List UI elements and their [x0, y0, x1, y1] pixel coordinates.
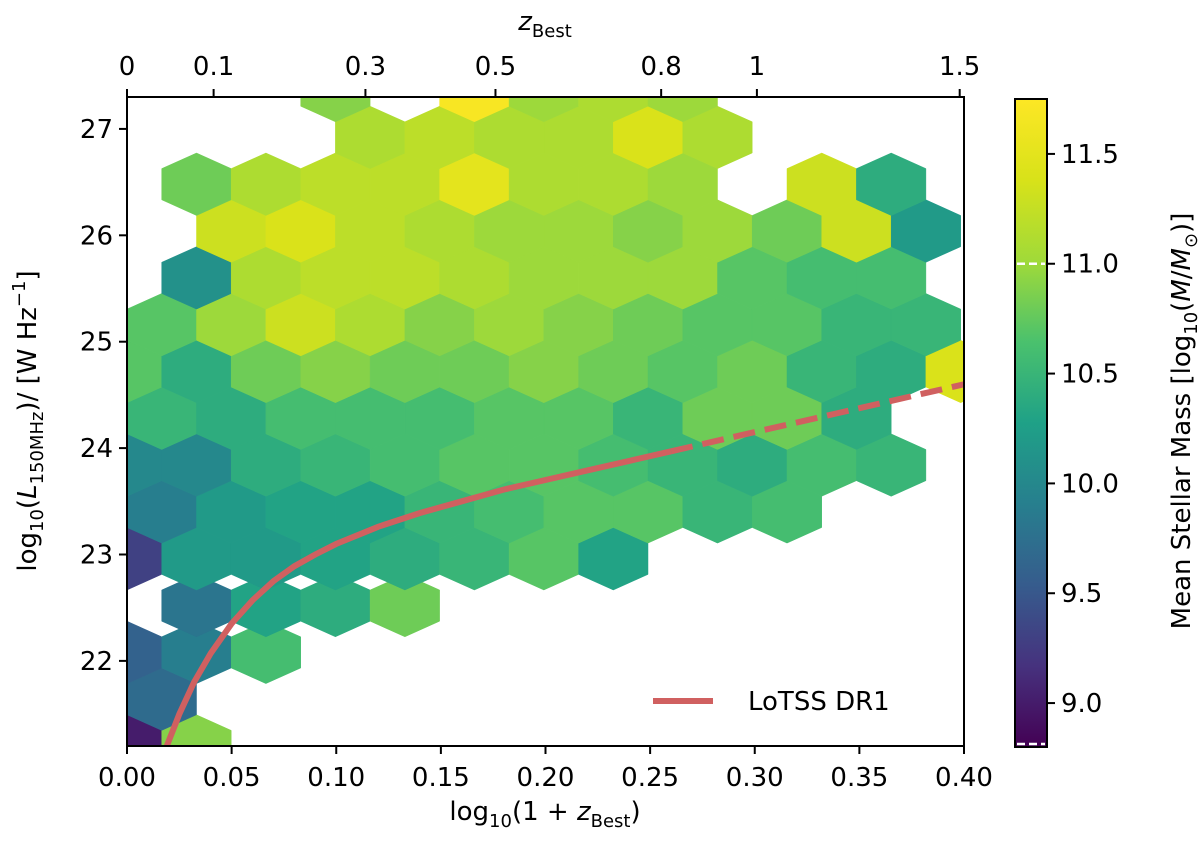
x-tick-label: 0.35	[830, 763, 888, 793]
hexbin-cell	[405, 13, 475, 75]
x-tick-label: 0.25	[621, 763, 679, 793]
colorbar-label: Mean Stellar Mass [log10(M/M⊙)]	[1167, 213, 1200, 630]
hexbin-cell	[856, 152, 927, 216]
y-tick-label: 25	[80, 328, 113, 358]
y-tick-label: 27	[80, 115, 113, 145]
colorbar-tick-label: 11.0	[1061, 250, 1119, 280]
colorbar-frame	[1014, 98, 1048, 748]
colorbar-tick-label: 11.5	[1061, 140, 1119, 170]
top-tick-label: 1	[749, 52, 766, 82]
hexbin-cell	[647, 97, 718, 123]
top-axis: 0 0.1 0.3 0.5 0.8 1 1.5	[119, 52, 980, 97]
y-axis: 22 23 24 25 26 27	[80, 115, 127, 677]
hexbin-cell	[578, 97, 649, 123]
legend-label-lotss-dr1: LoTSS DR1	[748, 687, 890, 717]
top-tick-label: 0.5	[475, 52, 516, 82]
x-tick-label: 0.40	[935, 763, 993, 793]
x-tick-label: 0.30	[726, 763, 784, 793]
colorbar-tick-label: 9.5	[1061, 579, 1102, 609]
series-line-solid	[164, 448, 672, 746]
x-tick-label: 0.00	[98, 763, 156, 793]
y-tick-label: 24	[80, 434, 113, 464]
lotss-dr1-curve	[164, 381, 964, 746]
hexbin-cell	[439, 97, 510, 123]
top-tick-label: 0	[119, 52, 136, 82]
colorbar-axis: 9.0 9.5 10.0 10.5 11.0 11.5	[1047, 140, 1119, 719]
top-axis-label: zBest	[517, 7, 572, 42]
hexbin-cell	[230, 620, 301, 684]
x-tick-label: 0.15	[412, 763, 470, 793]
colorbar-markers	[1017, 262, 1045, 746]
legend: LoTSS DR1	[653, 687, 890, 717]
colorbar-tick-label: 10.5	[1061, 360, 1119, 390]
top-tick-label: 0.3	[345, 52, 386, 82]
hexbin-cells	[127, 13, 964, 746]
top-tick-label: 0.8	[640, 52, 681, 82]
top-tick-label: 1.5	[939, 52, 980, 82]
y-tick-label: 22	[80, 647, 113, 677]
hexbin-cell	[300, 97, 371, 123]
hexbin-cell	[508, 97, 579, 123]
colorbar-tick-label: 9.0	[1061, 689, 1102, 719]
y-tick-label: 26	[80, 221, 113, 251]
x-tick-label: 0.05	[203, 763, 261, 793]
y-axis-label: log10(L150MHz)/ [W Hz−1]	[9, 270, 48, 571]
series-line-dashed	[670, 381, 964, 455]
hexbin-cell	[369, 574, 440, 638]
x-tick-label: 0.20	[517, 763, 575, 793]
x-axis-label: log10(1 + zBest)	[449, 797, 640, 832]
x-axis: 0.00 0.05 0.10 0.15 0.20 0.25 0.30 0.35 0.40	[98, 746, 993, 793]
x-tick-label: 0.10	[307, 763, 365, 793]
top-tick-label: 0.1	[193, 52, 234, 82]
colorbar	[1015, 99, 1047, 747]
y-tick-label: 23	[80, 540, 113, 570]
colorbar-tick-label: 10.0	[1061, 469, 1119, 499]
